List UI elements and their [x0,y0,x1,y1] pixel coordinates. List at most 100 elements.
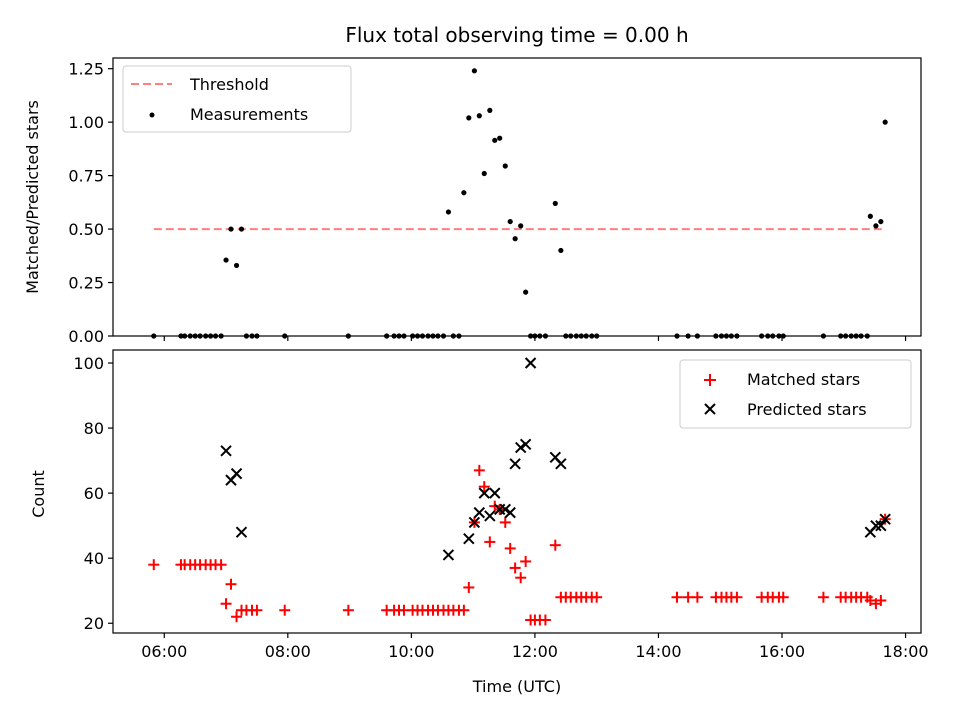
top-axes-frame [112,57,922,337]
x-tick-label: 06:00 [141,642,187,661]
measurements-point [558,247,564,254]
y-tick-label: 20 [84,614,104,633]
predicted-stars-point [463,532,475,545]
measurements-point [461,190,467,196]
y-tick-label: 0.50 [68,220,104,239]
top-ticks: 0.00 0.25 0.50 0.75 1.00 1.25 [68,60,907,346]
legend-predicted-label: Predicted stars [747,400,867,419]
x-tick-label: 16:00 [759,642,805,661]
measurements-point [502,163,508,169]
measurements-point [445,209,452,215]
predicted-stars-point [870,519,882,532]
matched-stars-point [682,591,694,603]
measurements-point [476,113,482,119]
matched-stars-point [549,539,561,551]
measurements-point [228,226,234,232]
predicted-stars-point [509,458,521,470]
x-tick-label: 14:00 [635,642,681,661]
measurements-point [512,236,518,242]
bottom-panel: Count Time (UTC) 06:00 08:00 10:00 12:00 14:… [29,349,929,696]
predicted-stars-point [442,549,455,561]
predicted-stars-point [489,487,501,499]
matched-stars-point [484,536,496,548]
y-tick-label: 0.75 [68,167,104,186]
legend-measurements-label: Measurements [190,105,308,124]
y-tick-label: 40 [84,549,104,568]
matched-stars-point [148,559,160,571]
measurements-point [466,115,472,121]
bottom-legend-box [679,359,912,429]
matched-stars-point [520,555,532,567]
measurements-point [471,68,477,74]
matched-stars-point [591,591,603,603]
y-tick-label: 0.00 [68,327,104,346]
measurements-point [487,107,493,113]
predicted-stars-point [555,458,567,470]
bottom-y-axis-label: Count [29,470,48,518]
predicted-stars-point [230,467,243,480]
matched-stars-point [691,591,703,603]
predicted-stars-point [220,445,232,457]
matched-stars-point [463,581,475,593]
predicted-stars-point [879,513,891,525]
predicted-stars-point [504,506,516,519]
y-tick-label: 1.00 [68,113,104,132]
predicted-stars-point [524,357,537,369]
matched-stars-point [864,594,876,606]
matched-stars-point [220,598,232,610]
predicted-stars-point [473,506,486,519]
y-tick-label: 80 [84,419,104,438]
measurements-point [497,135,503,141]
top-legend: Threshold Measurements [122,65,352,133]
measurements-point [882,119,888,125]
measurements-point [873,223,879,229]
measurements-point [523,289,529,295]
matched-stars-point [515,572,527,584]
matched-stars-point [251,604,263,616]
matched-stars-point [875,594,887,606]
matched-stars-point [231,611,243,623]
predicted-stars-point [514,441,527,454]
bottom-ticks: 06:00 08:00 10:00 12:00 14:00 16:00 18:00 20 40 6… [73,354,928,661]
y-tick-label: 100 [73,354,104,373]
measurements-point [233,262,240,269]
predicted-stars-point [484,510,496,522]
x-tick-label: 10:00 [388,642,434,661]
top-legend-box [122,65,352,133]
bottom-plot-marks [148,357,891,626]
matched-stars-point [504,542,516,554]
matched-stars-point [731,591,743,603]
x-tick-label: 08:00 [265,642,311,661]
predicted-stars-point [519,438,532,451]
matched-stars-point [777,591,789,603]
matched-stars-point [478,481,490,493]
matched-stars-point [539,614,551,626]
y-tick-label: 60 [84,484,104,503]
legend-threshold-label: Threshold [189,75,269,94]
matched-stars-point [458,604,470,616]
legend-predicted-swatch [704,403,716,415]
matched-stars-point [279,604,291,616]
predicted-stars-point [478,487,490,499]
measurements-point [552,200,558,207]
matched-stars-point [509,562,521,574]
bottom-axes-frame [112,349,922,634]
matched-stars-point [225,578,237,590]
bottom-legend: Matched stars Predicted stars [679,359,912,429]
legend-matched-label: Matched stars [747,370,860,389]
predicted-stars-point [875,519,887,532]
predicted-stars-point [468,516,481,529]
y-tick-label: 0.25 [68,274,104,293]
predicted-stars-point [235,526,248,538]
top-panel: Flux total observing time = 0.00 h Match… [23,23,922,346]
x-tick-label: 12:00 [512,642,558,661]
matched-stars-point [671,591,683,603]
matched-stars-point [817,591,829,603]
y-tick-label: 1.25 [68,60,104,79]
matched-stars-point [499,516,511,528]
matched-stars-point [215,559,227,571]
measurements-point [867,213,873,219]
measurements-point [878,218,884,225]
predicted-stars-point [499,503,511,516]
